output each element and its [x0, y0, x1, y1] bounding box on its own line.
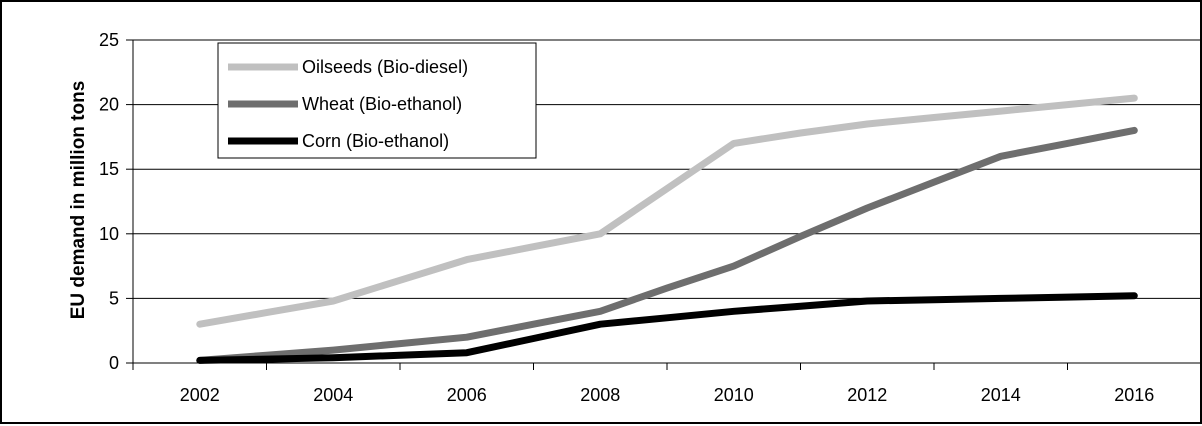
y-tick-label: 15: [99, 159, 119, 179]
series-line-corn-bio-ethanol: [196, 292, 1138, 364]
legend-label-corn-bio-ethanol: Corn (Bio-ethanol): [302, 131, 449, 151]
axes: [126, 39, 1202, 370]
x-tick-label: 2010: [714, 385, 754, 405]
x-tick-label: 2004: [313, 385, 353, 405]
y-tick-label: 5: [109, 288, 119, 308]
series-line-wheat-bio-ethanol: [196, 126, 1138, 364]
x-tick-label: 2016: [1114, 385, 1154, 405]
series-line-oilseeds-bio-diesel: [196, 94, 1138, 328]
x-tick-labels: 2002 2004 2006 2008 2010 2012 2014 2016: [180, 385, 1155, 405]
y-tick-label: 0: [109, 353, 119, 373]
y-tick-label: 25: [99, 30, 119, 50]
x-tick-label: 2008: [580, 385, 620, 405]
x-tick-label: 2006: [447, 385, 487, 405]
y-tick-label: 20: [99, 95, 119, 115]
legend: Oilseeds (Bio-diesel) Wheat (Bio-ethanol)…: [217, 42, 537, 159]
x-tick-label: 2014: [981, 385, 1021, 405]
y-axis-title: EU demand in million tons: [68, 81, 89, 320]
legend-label-oilseeds-bio-diesel: Oilseeds (Bio-diesel): [302, 57, 468, 77]
series-lines: [196, 94, 1138, 364]
y-tick-labels: 0 5 10 15 20 25: [99, 30, 119, 373]
legend-label-wheat-bio-ethanol: Wheat (Bio-ethanol): [302, 94, 462, 114]
x-tick-label: 2012: [847, 385, 887, 405]
y-tick-label: 10: [99, 224, 119, 244]
x-tick-label: 2002: [180, 385, 220, 405]
